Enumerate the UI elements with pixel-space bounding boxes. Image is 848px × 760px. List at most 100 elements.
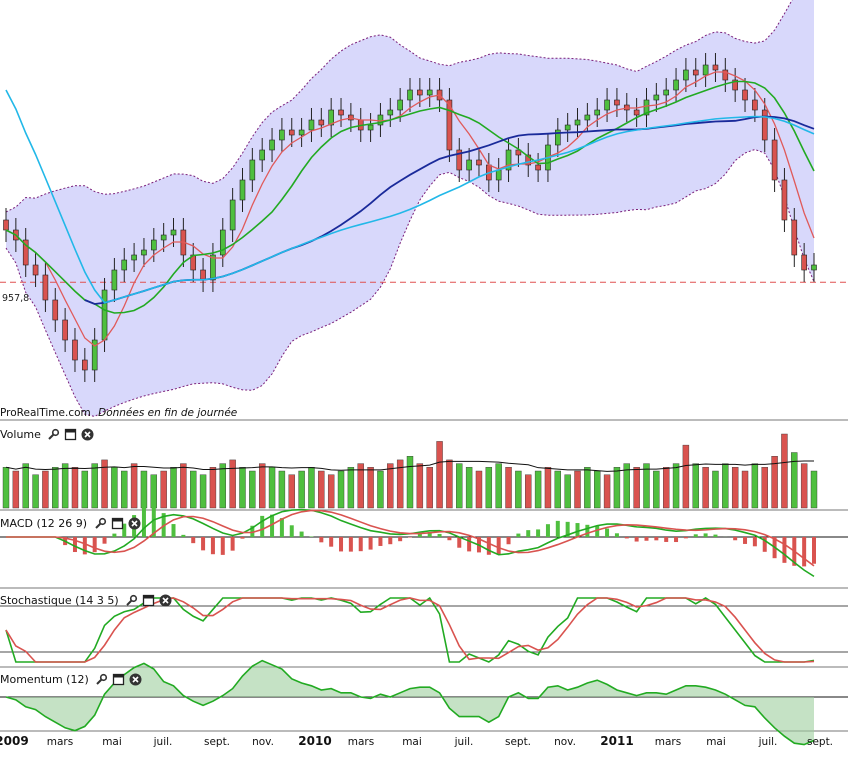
volume-bar	[170, 467, 177, 509]
volume-bar	[554, 470, 562, 509]
volume-bar	[327, 474, 335, 509]
volume-bar	[219, 463, 226, 509]
close-icon[interactable]	[127, 516, 141, 530]
volume-bar	[594, 470, 601, 509]
macd-histogram	[191, 537, 196, 544]
close-icon[interactable]	[159, 593, 173, 607]
x-tick-label: sept.	[806, 736, 834, 748]
volume-bar	[643, 463, 650, 509]
candle-body	[771, 139, 778, 181]
candle-body	[446, 99, 453, 151]
candle-body	[121, 259, 128, 271]
candle-body	[604, 99, 610, 111]
x-tick-label: sept.	[203, 736, 231, 748]
volume-bar	[800, 463, 808, 509]
candle-body	[633, 109, 640, 116]
macd-histogram	[348, 537, 353, 552]
candle-body	[42, 274, 49, 301]
macd-pane-header: MACD (12 26 9)	[0, 515, 141, 531]
macd-histogram	[545, 524, 550, 537]
candle-body	[160, 234, 167, 241]
momentum-label: Momentum (12)	[0, 672, 89, 686]
macd-histogram	[279, 518, 284, 537]
candle-body	[525, 154, 532, 166]
candle-body	[397, 99, 403, 111]
candle-body	[417, 89, 423, 96]
candle-body	[377, 114, 384, 126]
volume-bar	[268, 467, 276, 509]
macd-histogram	[289, 525, 294, 537]
candle-body	[219, 229, 226, 256]
volume-bar	[101, 459, 108, 509]
macd-histogram	[506, 537, 511, 545]
volume-bar	[426, 467, 433, 509]
volume-bar	[456, 463, 463, 509]
macd-histogram	[388, 537, 393, 545]
volume-bar	[308, 467, 315, 509]
window-icon[interactable]	[64, 427, 78, 441]
macd-histogram	[171, 524, 176, 537]
volume-bar	[613, 467, 621, 509]
volume-bar	[12, 470, 20, 509]
candle-body	[269, 139, 275, 151]
candle-body	[692, 69, 699, 76]
macd-histogram	[82, 537, 87, 555]
macd-histogram	[644, 537, 649, 541]
macd-histogram	[122, 523, 127, 537]
volume-bar	[2, 467, 10, 509]
macd-histogram	[240, 537, 245, 539]
stoch-d	[5, 597, 815, 663]
stochastic-pane-header: Stochastique (14 3 5)	[0, 592, 173, 608]
macd-histogram	[72, 537, 77, 553]
volume-bar	[249, 470, 256, 509]
candle-body	[742, 89, 748, 101]
candle-body	[535, 164, 541, 171]
close-icon[interactable]	[129, 672, 143, 686]
x-tick-label: mai	[402, 736, 422, 748]
close-icon[interactable]	[81, 427, 95, 441]
candle-body	[328, 109, 334, 126]
window-icon[interactable]	[112, 672, 126, 686]
macd-histogram	[230, 537, 235, 551]
attribution-note: Données en fin de journée	[98, 407, 238, 419]
candle-body	[712, 64, 719, 71]
volume-bar	[406, 456, 414, 509]
candle-body	[791, 219, 798, 256]
ma-short	[5, 71, 815, 347]
wrench-icon[interactable]	[47, 427, 61, 441]
candle-body	[338, 109, 344, 116]
window-icon[interactable]	[142, 593, 156, 607]
volume-bar	[347, 467, 355, 509]
volume-bar	[751, 463, 759, 509]
candle-body	[732, 79, 738, 91]
candle-body	[131, 254, 137, 261]
macd-histogram	[536, 529, 541, 537]
candle-body	[663, 89, 669, 96]
wrench-icon[interactable]	[125, 593, 139, 607]
volume-bar	[121, 470, 128, 509]
candle-body	[761, 109, 768, 141]
volume-bar	[288, 474, 295, 509]
x-tick-label: mars	[347, 736, 375, 748]
candle-body	[643, 99, 650, 116]
candle-body	[594, 109, 601, 116]
wrench-icon[interactable]	[95, 672, 109, 686]
candle-body	[229, 199, 236, 231]
x-tick-label: juil.	[454, 736, 474, 748]
wrench-icon[interactable]	[93, 516, 107, 530]
x-tick-label: 2011	[600, 734, 634, 748]
volume-bar	[633, 467, 640, 509]
volume-bar	[160, 470, 167, 509]
macd-histogram	[683, 537, 688, 539]
volume-bar	[387, 463, 394, 509]
candle-body	[811, 264, 817, 271]
window-icon[interactable]	[110, 516, 124, 530]
volume-bar	[52, 467, 59, 509]
macd-histogram	[802, 537, 807, 567]
volume-bar	[653, 470, 660, 509]
x-tick-label: 2009	[0, 734, 29, 748]
candle-body	[722, 69, 729, 81]
candle-body	[752, 99, 758, 111]
candle-body	[210, 254, 216, 281]
